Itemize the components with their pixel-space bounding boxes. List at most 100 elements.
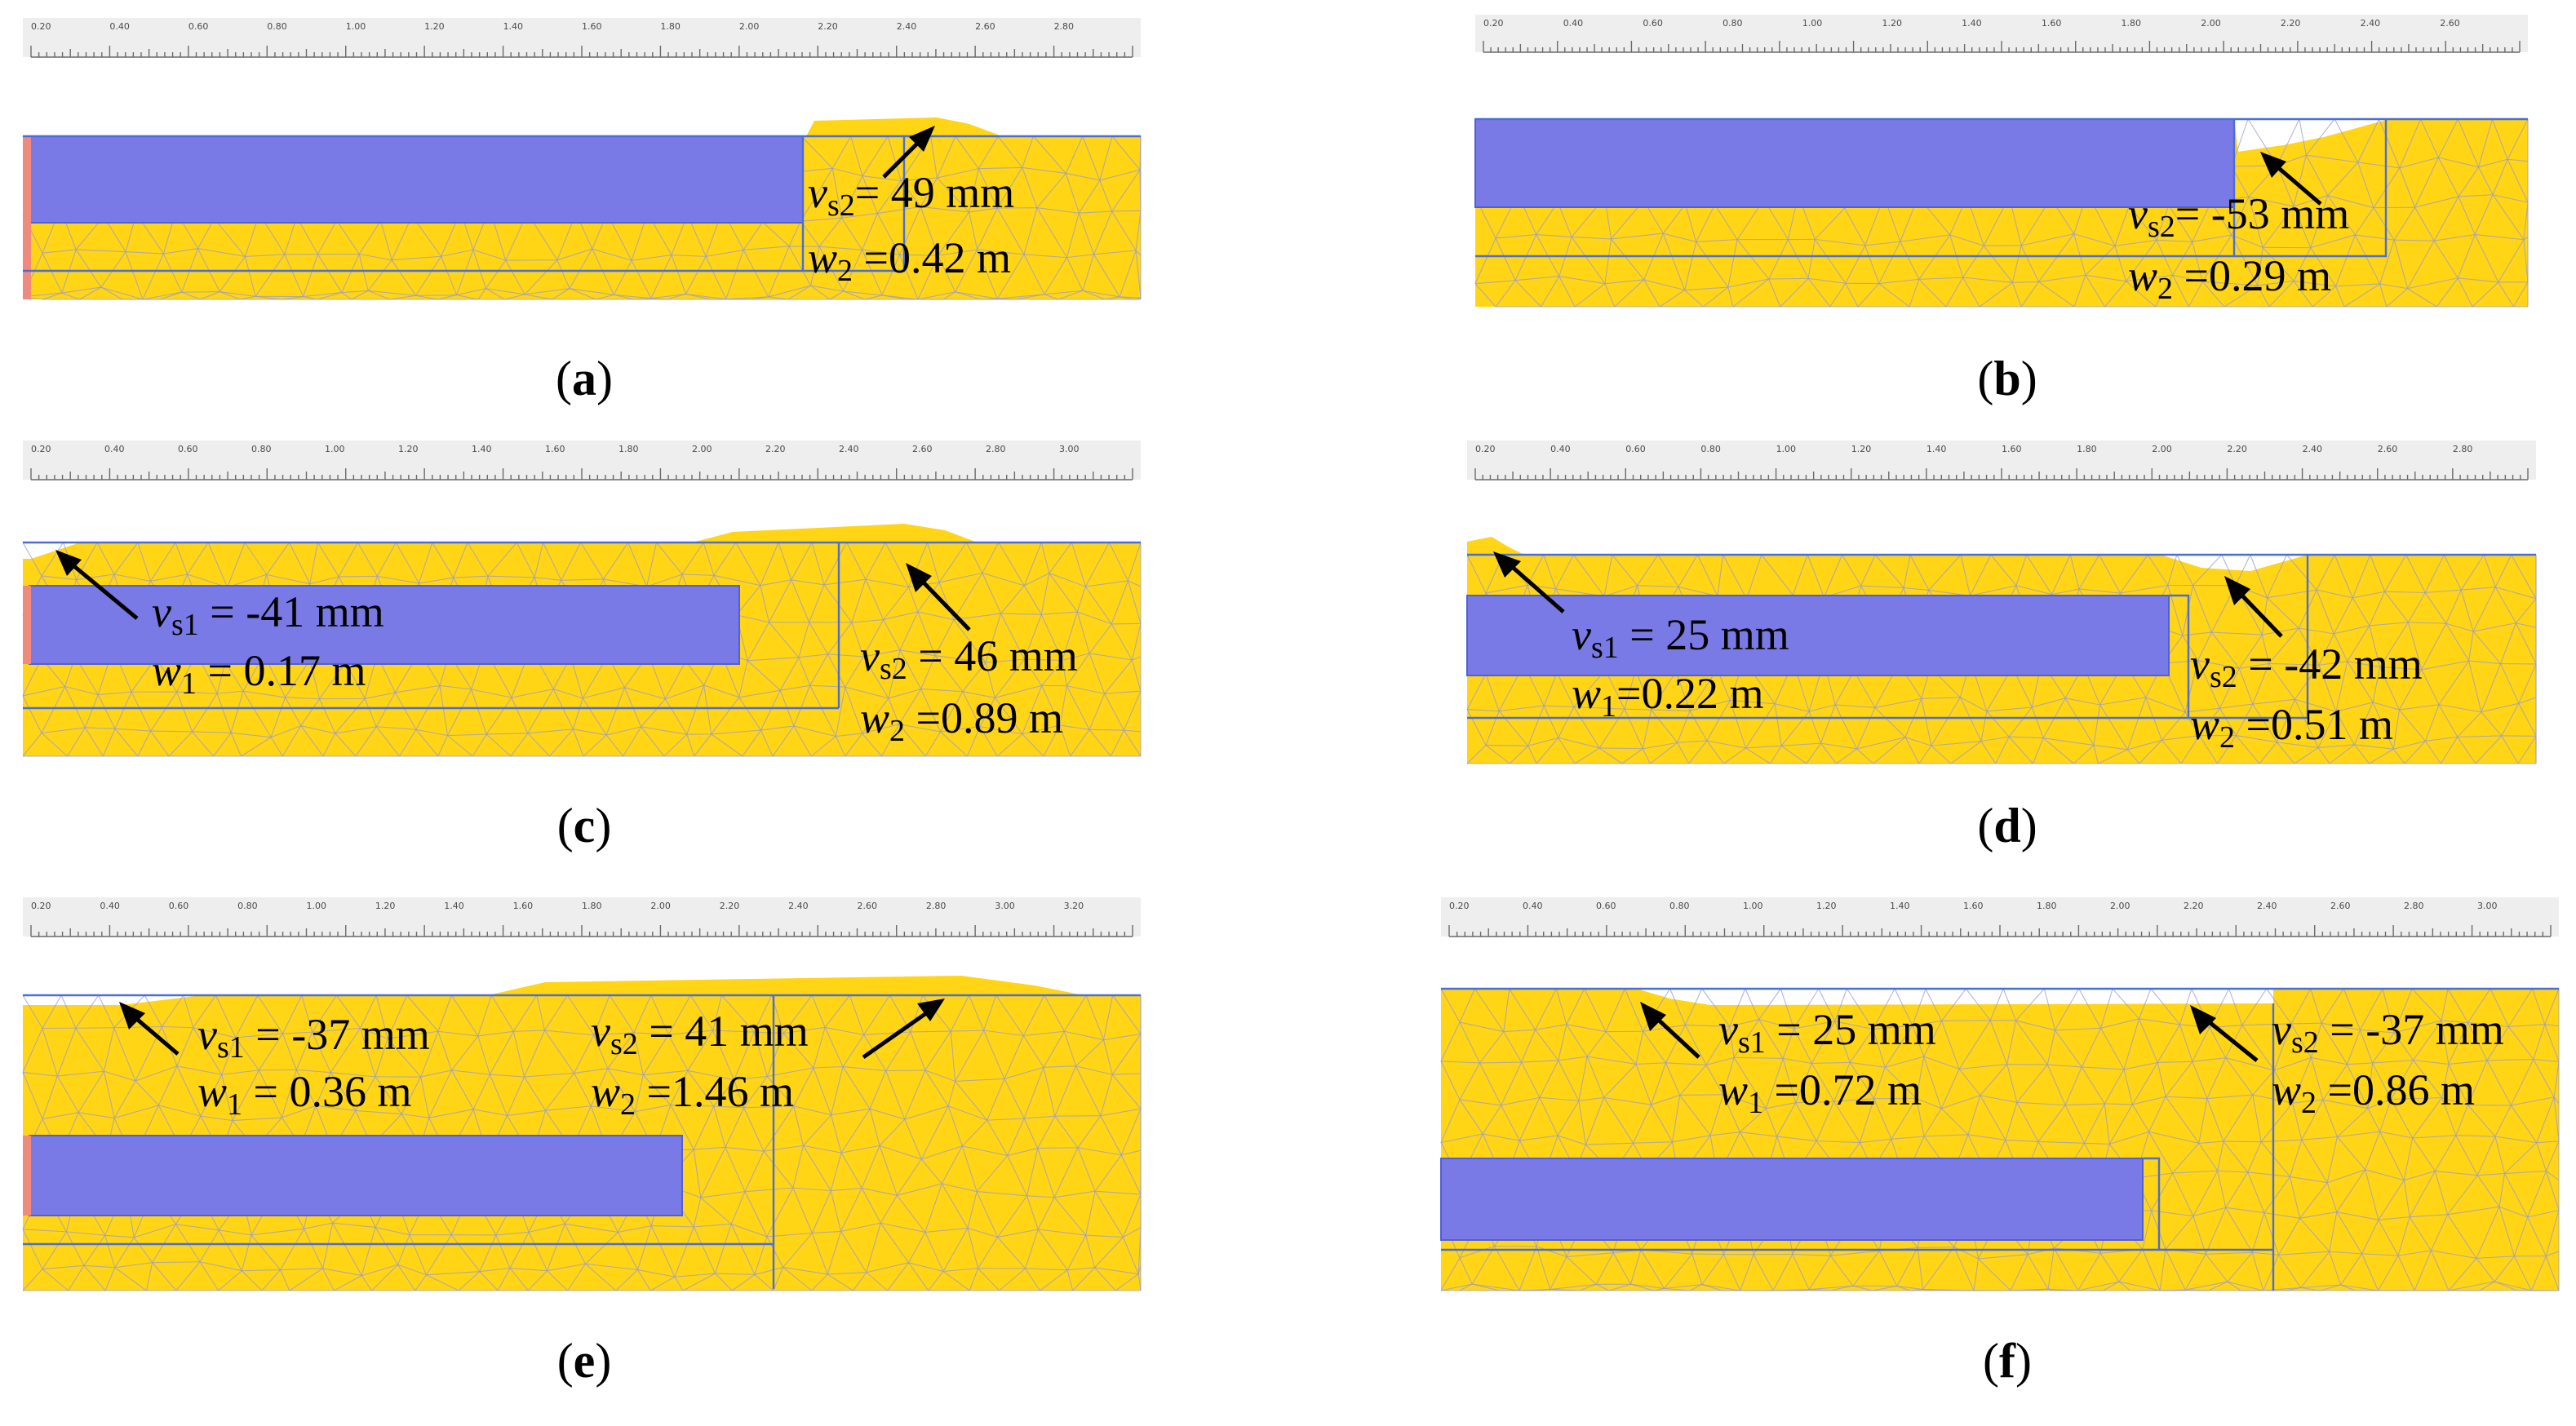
- mesh-edge: [42, 994, 62, 1029]
- mesh-edge: [2268, 281, 2294, 308]
- mesh-edge: [397, 1264, 416, 1291]
- mesh-edge: [798, 653, 828, 658]
- mesh-edge: [104, 1070, 136, 1082]
- mesh-edge: [1124, 729, 1142, 733]
- mesh-edge: [1023, 585, 1042, 615]
- mesh-edge: [1672, 1135, 1711, 1143]
- mesh-edge: [512, 1031, 525, 1078]
- mesh-edge: [2020, 245, 2039, 282]
- mesh-edge: [2510, 1059, 2534, 1106]
- mesh-edge: [1945, 277, 1964, 308]
- mesh-edge: [41, 575, 77, 581]
- mesh-edge: [743, 1076, 768, 1109]
- mesh-edge: [536, 994, 546, 1031]
- mesh-edge: [1459, 1021, 1504, 1033]
- mesh-edge: [685, 256, 707, 294]
- mesh-edge: [2507, 158, 2529, 162]
- mesh-edge: [150, 542, 176, 582]
- mesh-edge: [282, 994, 303, 1034]
- mesh-edge: [818, 217, 842, 247]
- mesh-edge: [2379, 239, 2395, 285]
- mesh-edge: [2553, 1061, 2560, 1097]
- mesh-edge: [976, 1191, 999, 1238]
- mesh-edge: [1980, 741, 1997, 764]
- mesh-edge: [982, 573, 1002, 614]
- mesh-edge: [22, 685, 65, 697]
- mesh-edge: [977, 1191, 1027, 1197]
- ruler-label: 2.80: [2453, 444, 2473, 454]
- mesh-edge: [1038, 1229, 1086, 1236]
- mesh-edge: [1115, 1273, 1139, 1291]
- mesh-edge: [2424, 704, 2440, 742]
- mesh-edge: [1768, 278, 1781, 308]
- label-w1: w1=0.22 m: [1572, 669, 1764, 724]
- mesh-edge: [1807, 554, 1824, 598]
- mesh-edge: [56, 1028, 77, 1077]
- mesh-edge: [885, 1070, 906, 1120]
- mesh-edge: [176, 1065, 202, 1117]
- caption-d: (d): [1977, 799, 2037, 852]
- ruler-label: 2.00: [2110, 901, 2130, 911]
- mesh-edge: [1872, 988, 1895, 1030]
- mesh-edge: [1082, 135, 1101, 181]
- mesh-edge: [439, 684, 472, 690]
- mesh-edge: [221, 1074, 233, 1121]
- mesh-edge: [743, 221, 764, 250]
- mesh-edge: [2403, 1180, 2410, 1217]
- mesh-edge: [2390, 1060, 2414, 1100]
- mesh-edge: [300, 725, 324, 757]
- mesh-edge: [371, 1264, 399, 1291]
- mesh-edge: [1022, 685, 1043, 734]
- mesh-edge: [221, 1037, 237, 1075]
- mesh-edge: [881, 724, 900, 757]
- mesh-edge: [1820, 704, 1836, 744]
- mesh-edge: [295, 1070, 317, 1106]
- mesh-edge: [2127, 739, 2162, 751]
- settlement-trough: [23, 995, 202, 1005]
- mesh-edge: [1123, 1227, 1142, 1238]
- mesh-edge: [1701, 1254, 1724, 1285]
- mesh-edge: [2251, 1252, 2264, 1291]
- mesh-edge: [1636, 1062, 1666, 1065]
- mesh-edge: [2447, 1214, 2477, 1259]
- mesh-edge: [962, 662, 987, 692]
- mesh-edge: [1023, 542, 1042, 587]
- influence-zone-box: [2232, 119, 2388, 258]
- mesh-edge: [920, 688, 963, 693]
- mesh-edge: [2223, 1094, 2254, 1142]
- mesh-edge: [1111, 622, 1142, 625]
- mesh-edge: [1066, 213, 1080, 258]
- mesh-edge: [1657, 554, 1679, 587]
- mesh-edge: [2055, 1030, 2082, 1068]
- mesh-edge: [1849, 1029, 1873, 1063]
- mesh-edge: [2015, 585, 2052, 596]
- mesh-edge: [2378, 1255, 2399, 1291]
- mesh-edge: [1459, 1245, 1495, 1259]
- mesh-edge: [1912, 988, 1926, 1026]
- mesh-edge: [2553, 1096, 2560, 1141]
- mesh-edge: [2104, 1103, 2133, 1105]
- mesh-edge: [2104, 281, 2127, 308]
- mesh-edge: [783, 1266, 828, 1275]
- mesh-edge: [1953, 1247, 1975, 1291]
- mesh-edge: [524, 259, 558, 295]
- mesh-edge: [2294, 746, 2319, 764]
- mesh-edge: [2192, 1061, 2208, 1099]
- mesh-edge: [1093, 210, 1113, 255]
- mesh-edge: [2321, 1022, 2348, 1065]
- mesh-edge: [783, 1033, 814, 1069]
- mesh-edge: [969, 211, 978, 250]
- mesh-edge: [1139, 135, 1142, 170]
- mesh-edge: [428, 1070, 452, 1118]
- mesh-edge: [453, 542, 468, 578]
- mesh-edge: [1007, 1147, 1038, 1157]
- mesh-edge: [1111, 1074, 1142, 1109]
- mesh-edge: [2142, 1210, 2153, 1250]
- mesh-edge: [2421, 660, 2469, 671]
- mesh-edge: [2437, 157, 2459, 197]
- mesh-edge: [2458, 277, 2498, 283]
- mesh-edge: [1900, 234, 1950, 242]
- mesh-edge: [1923, 1108, 1942, 1137]
- mesh-edge: [898, 724, 926, 757]
- mesh-edge: [1989, 1020, 2008, 1065]
